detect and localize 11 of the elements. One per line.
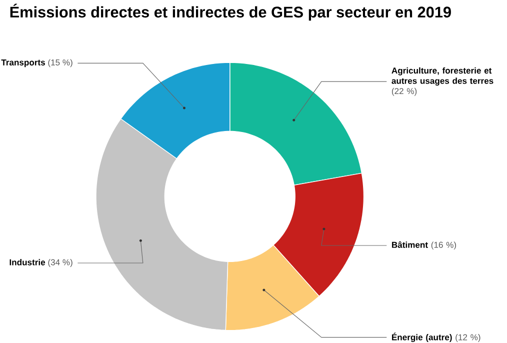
slice-label: Transports	[1, 59, 45, 68]
slice-label: Industrie	[10, 258, 46, 266]
data-label: (12 %)	[456, 334, 480, 342]
data-label: (16 %)	[431, 242, 456, 250]
slice-label: Énergie (autre)	[392, 332, 452, 342]
data-label: (15 %)	[48, 59, 72, 68]
data-label: (22 %)	[392, 88, 417, 96]
slice-label: Bâtiment	[392, 241, 428, 248]
slice-label: Agriculture, foresterie et autres usages des terres	[392, 67, 494, 86]
chart-title: Émissions directes et indirectes de GES par secteur en 2019	[10, 4, 451, 21]
data-label: (34 %)	[48, 258, 72, 267]
